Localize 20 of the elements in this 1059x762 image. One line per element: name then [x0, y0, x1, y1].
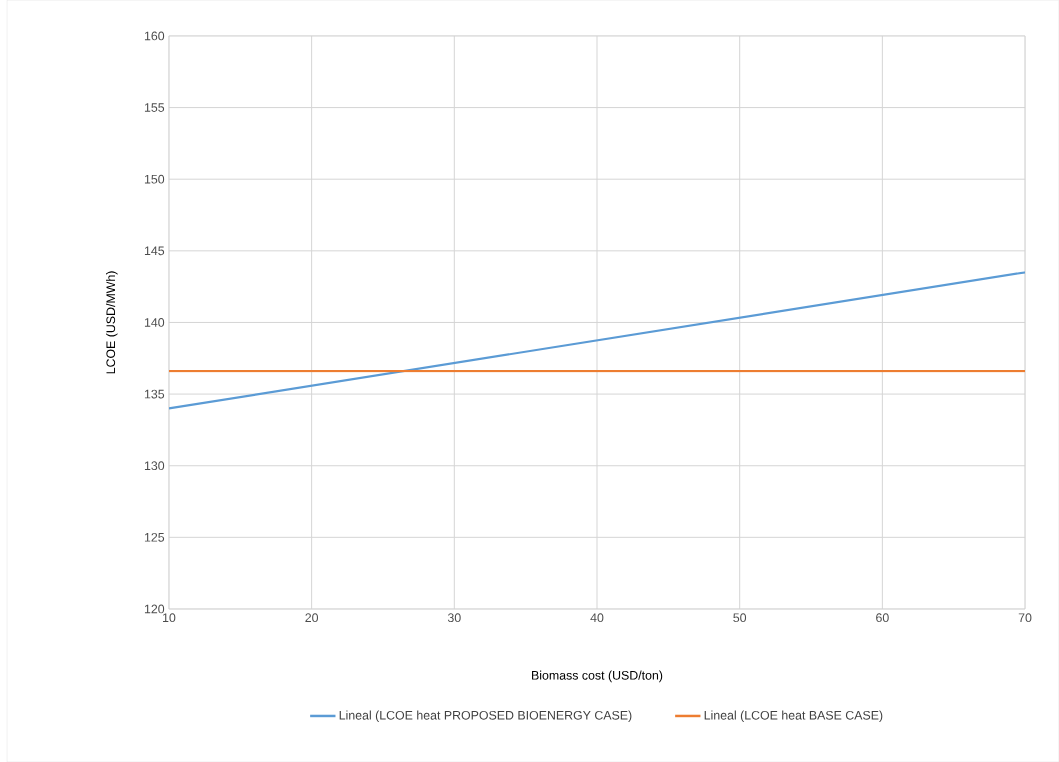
x-tick-label: 30: [447, 613, 461, 622]
y-tick-label: 160: [144, 31, 165, 41]
x-tick-label: 50: [733, 613, 747, 622]
y-tick-label: 125: [144, 532, 165, 542]
y-tick-label: 150: [144, 174, 165, 184]
y-tick-label: 135: [144, 389, 165, 399]
x-tick-label: 40: [590, 613, 604, 622]
y-tick-label: 145: [144, 246, 165, 256]
y-axis-title: LCOE (USD/MWh): [106, 271, 118, 374]
y-tick-label: 120: [144, 604, 165, 614]
legend-label: Lineal (LCOE heat PROPOSED BIOENERGY CASE): [339, 710, 632, 723]
x-tick-label: 70: [1018, 613, 1032, 622]
legend-label: Lineal (LCOE heat BASE CASE): [704, 710, 883, 723]
x-tick-label: 10: [163, 613, 176, 622]
x-tick-label: 60: [876, 613, 889, 622]
y-tick-label: 130: [144, 461, 165, 471]
y-tick-label: 155: [144, 103, 165, 112]
x-tick-label: 20: [305, 613, 319, 622]
y-tick-label: 140: [144, 318, 165, 327]
x-axis-title: Biomass cost (USD/ton): [532, 670, 663, 683]
